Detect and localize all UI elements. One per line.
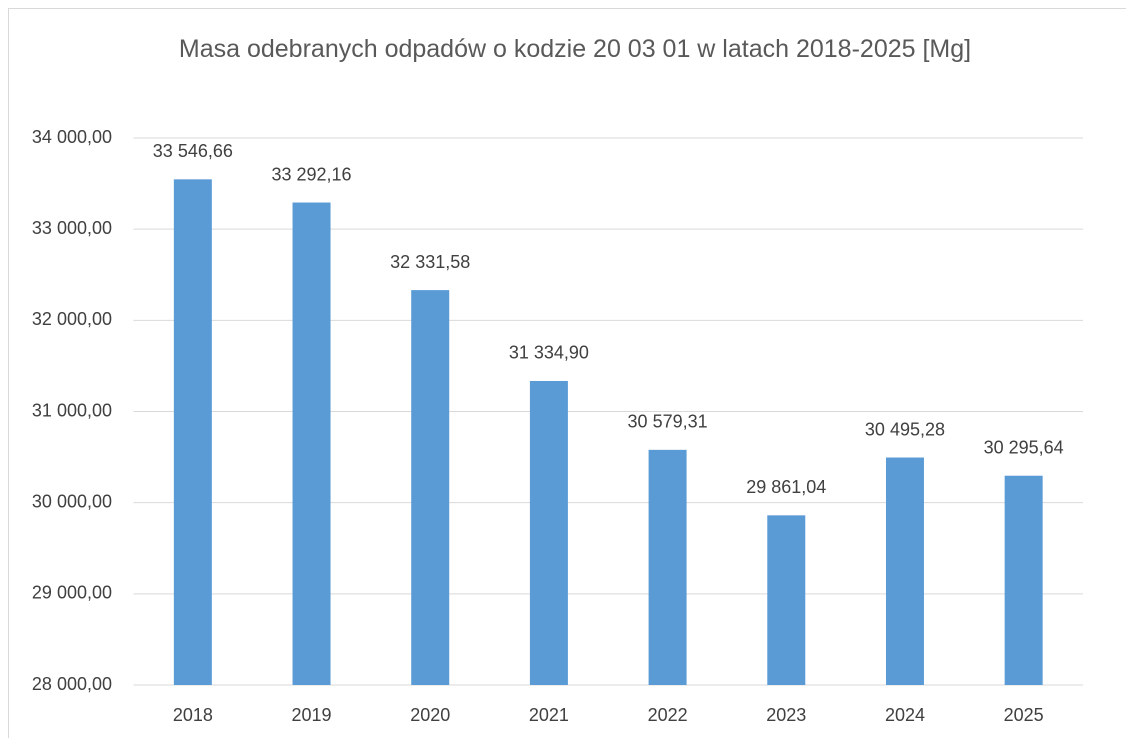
value-label: 33 546,66	[153, 141, 233, 161]
value-label: 30 295,64	[984, 437, 1064, 457]
bar	[885, 457, 924, 685]
y-tick-label: 30 000,00	[32, 491, 112, 511]
bar	[173, 179, 212, 685]
x-tick-label: 2022	[648, 705, 688, 725]
y-tick-label: 34 000,00	[32, 127, 112, 147]
value-label: 30 579,31	[628, 412, 708, 432]
bar	[1004, 475, 1043, 685]
bar	[411, 290, 450, 685]
x-tick-label: 2020	[410, 705, 450, 725]
value-label: 29 861,04	[746, 477, 826, 497]
value-label: 33 292,16	[271, 164, 351, 184]
x-tick-label: 2018	[173, 705, 213, 725]
y-tick-label: 28 000,00	[32, 674, 112, 694]
y-tick-label: 29 000,00	[32, 583, 112, 603]
chart-title: Masa odebranych odpadów o kodzie 20 03 0…	[178, 35, 972, 63]
value-label: 30 495,28	[865, 419, 945, 439]
chart-border	[8, 8, 1126, 738]
x-tick-label: 2024	[885, 705, 925, 725]
x-tick-label: 2019	[292, 705, 332, 725]
bar	[292, 202, 331, 685]
x-tick-label: 2021	[529, 705, 569, 725]
y-tick-label: 32 000,00	[32, 309, 112, 329]
y-tick-label: 31 000,00	[32, 400, 112, 420]
y-tick-label: 33 000,00	[32, 218, 112, 238]
x-tick-label: 2023	[766, 705, 806, 725]
bar	[767, 515, 806, 685]
bar	[529, 380, 568, 685]
x-tick-label: 2025	[1004, 705, 1044, 725]
bar	[648, 449, 687, 685]
value-label: 32 331,58	[390, 252, 470, 272]
value-label: 31 334,90	[509, 343, 589, 363]
